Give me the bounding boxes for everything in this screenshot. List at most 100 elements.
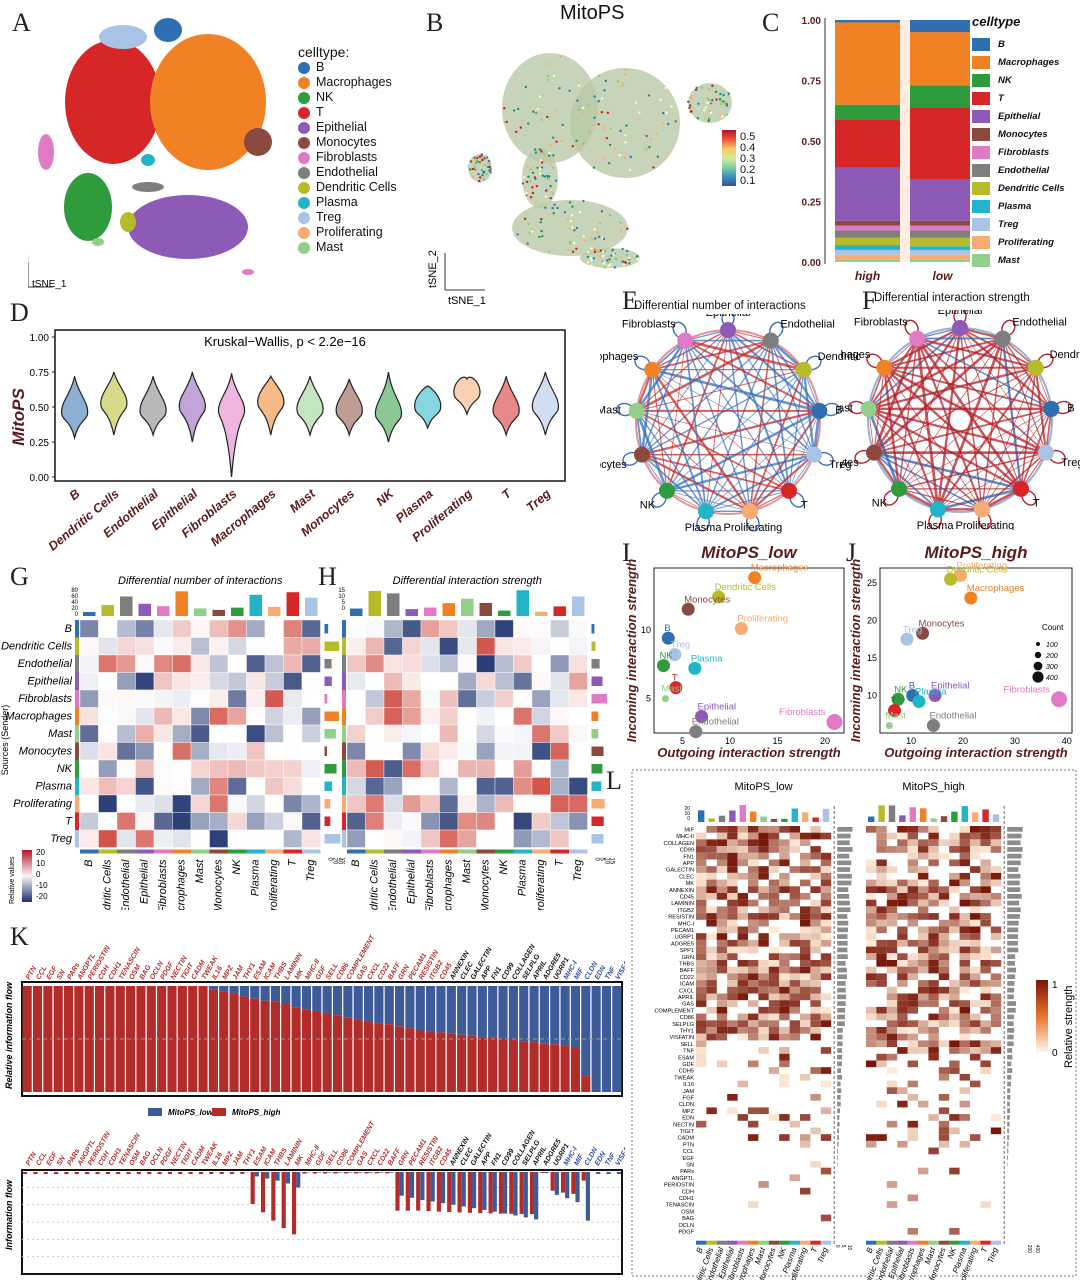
col-color-strip [347,849,366,854]
heatmap-cell [758,966,769,974]
row-label: CDH [682,1189,694,1195]
heatmap-cell [227,812,247,831]
legend-label: Plasma [316,195,358,209]
mitops-point [548,62,551,66]
heatmap-cell [706,966,717,974]
point-monocytes [681,602,695,616]
row-label: B [65,623,72,635]
flow-bar-high [519,1172,524,1214]
y-axis-label-bottom: Information flow [4,1179,14,1250]
mitops-point [516,233,519,236]
mitops-point [589,240,592,243]
right-bar [324,746,328,756]
mitops-point [628,262,631,265]
heatmap-cell [98,724,118,743]
top-bar [750,811,757,822]
heatmap-cell [980,839,991,847]
heatmap-cell [758,919,769,927]
mitops-point [602,157,606,160]
mitops-point [534,201,538,204]
heatmap-cell [959,973,970,981]
mitops-point [540,118,543,122]
node-macrophages [644,361,661,378]
col-color-strip [476,849,495,854]
mitops-point [635,258,639,261]
node-plasma [697,503,714,520]
node-monocytes [865,444,882,461]
row-label: Mast [48,728,73,740]
heatmap-cell [716,886,728,893]
cluster-endothelial [132,182,164,192]
row-color-strip [342,742,346,760]
col-color-strip [990,1240,1002,1245]
top-bar-tick: 20 [684,806,690,812]
mitops-point [524,85,527,89]
heatmap-cell [907,939,918,947]
size-legend-dot [1032,671,1044,683]
relative-bar-high [301,1009,312,1092]
mitops-point [526,165,529,168]
network-edge [884,366,1052,410]
mitops-point [593,228,596,231]
mitops-point [467,164,470,168]
network-edge [666,453,815,493]
legend-swatch [972,55,990,69]
row-total-bar [1007,900,1020,906]
heatmap-cell [959,872,970,880]
heatmap-cell [716,832,728,840]
heatmap-cell [696,939,707,947]
row-total-bar [1007,853,1022,859]
mitops-point [695,86,698,90]
top-bar-mast [194,608,207,616]
row-label: GALECTIN [666,868,694,874]
relative-bar-high [405,1028,415,1092]
mitops-point [628,256,631,260]
top-bar-epithelial [405,609,418,616]
mitops-point [533,148,537,151]
heatmap-cell [748,852,759,860]
heatmap-cell [727,953,738,960]
row-total-bar [837,920,849,926]
mitops-point [659,98,662,101]
row-total-bar [837,1135,839,1140]
network-edge [883,367,939,510]
y-tick-label: 10 [867,691,877,701]
heatmap-cell [768,1020,780,1027]
mitops-point [526,242,529,245]
row-label: NECTIN [673,1122,694,1128]
row-color-strip [75,725,79,743]
relative-bar-low [332,986,343,1016]
mitops-point [710,87,713,91]
heatmap-cell [748,939,759,947]
relative-bar-high [477,1036,487,1092]
heatmap-cell [820,953,832,960]
top-bar-fibroblasts [424,607,437,616]
legend-dot [298,121,310,134]
relative-bar-low [560,986,570,1046]
row-label: CLDN [679,1102,694,1108]
heatmap-cell [550,777,570,796]
mitops-point [566,217,569,221]
network-edge [651,369,707,512]
heatmap-cell [696,859,707,867]
row-total-bar [1007,1021,1014,1026]
row-label: Macrophages [5,711,72,723]
heatmap-cell [959,1047,970,1054]
mitops-point [541,174,545,177]
row-label: THY1 [680,1029,694,1035]
heatmap-cell [970,832,981,840]
heatmap-cell [696,1000,707,1007]
mitops-point [709,111,713,115]
heatmap-cell [907,839,918,847]
heatmap-cell [779,1073,790,1081]
mitops-point [561,123,564,127]
bar-segment-b [910,20,970,33]
heatmap-cell [264,637,284,656]
heatmap-cell [918,980,929,987]
heatmap-cell [706,919,717,927]
row-total-bar [1007,1135,1009,1140]
heatmap-cell [402,742,422,761]
y-tick-label: 0.00 [30,473,50,484]
flow-bar-low [368,1172,373,1173]
mitops-point [593,95,596,98]
